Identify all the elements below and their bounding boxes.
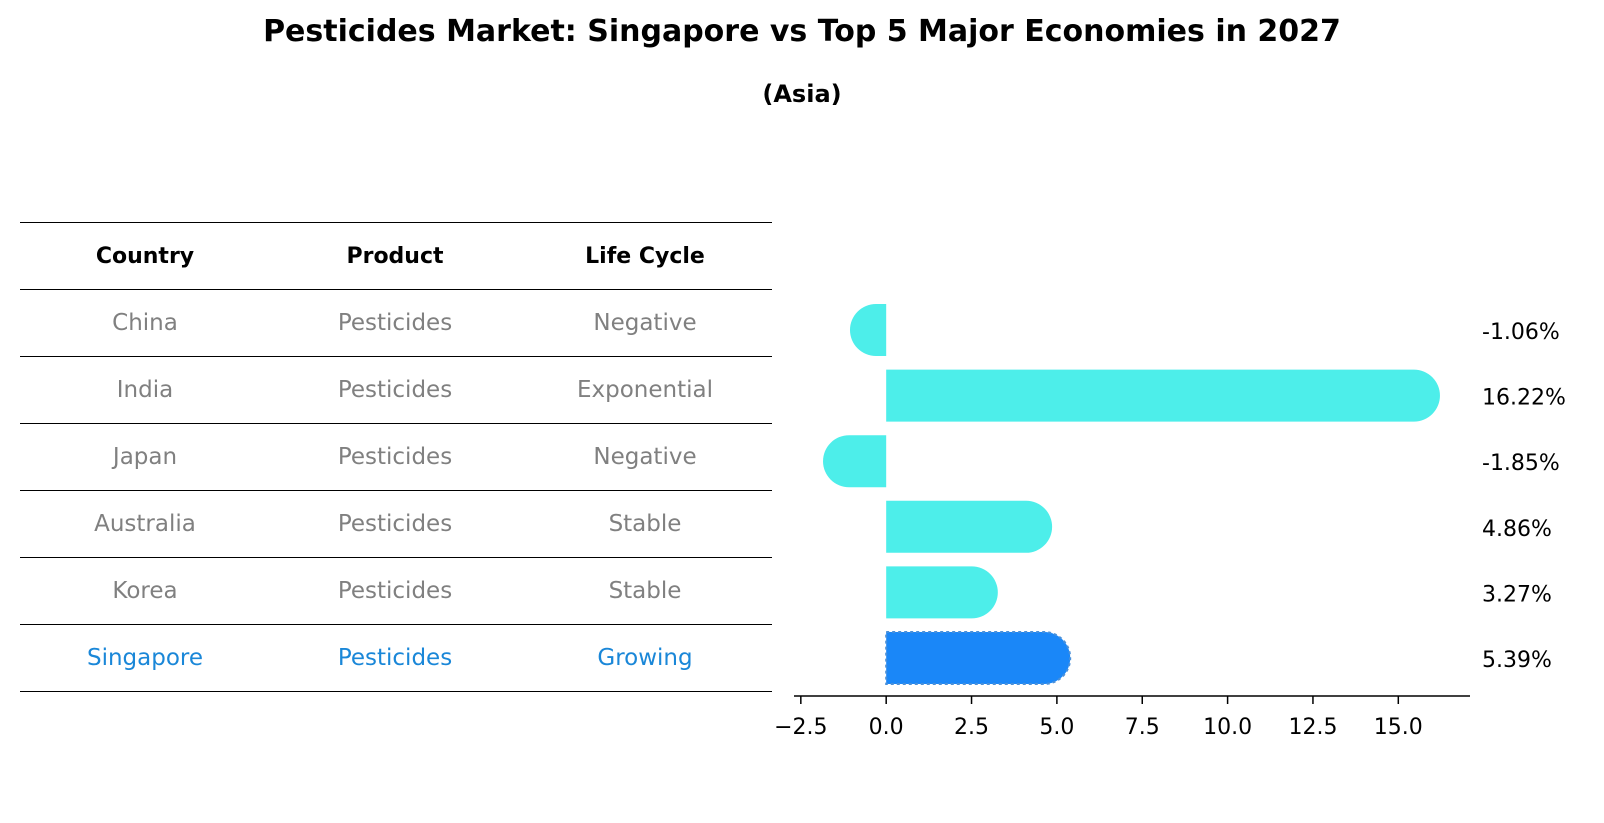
x-tick-label: −2.5	[774, 715, 827, 740]
chart-subtitle: (Asia)	[762, 80, 842, 108]
bar-korea	[886, 566, 998, 619]
country-cell: Singapore	[86, 645, 204, 671]
life-cycle-cell: Stable	[608, 511, 682, 537]
product-cell: Pesticides	[337, 310, 453, 336]
country-cell: Japan	[112, 444, 178, 470]
bar-australia	[886, 500, 1053, 553]
bar-china	[849, 304, 887, 356]
life-cycle-cell: Negative	[593, 444, 697, 470]
country-cell: Korea	[112, 578, 178, 604]
bar-japan	[823, 435, 887, 488]
table-row: Korea Pesticides Stable	[20, 557, 772, 624]
life-cycle-cell: Growing	[597, 645, 693, 671]
table-row: India Pesticides Exponential	[20, 356, 772, 423]
life-cycle-cell: Exponential	[576, 377, 713, 403]
value-label: -1.06%	[1482, 320, 1560, 345]
value-label: 16.22%	[1482, 386, 1566, 411]
value-label: 3.27%	[1482, 582, 1552, 607]
value-label: 5.39%	[1482, 648, 1552, 673]
product-cell: Pesticides	[337, 645, 453, 671]
column-header-country: Country	[95, 243, 195, 269]
x-tick-label: 5.0	[1039, 715, 1074, 740]
country-cell: Australia	[94, 511, 196, 537]
product-cell: Pesticides	[337, 578, 453, 604]
country-cell: India	[116, 377, 174, 403]
x-tick-label: 15.0	[1374, 715, 1423, 740]
table-row-highlighted: Singapore Pesticides Growing	[20, 624, 772, 692]
table-row: Australia Pesticides Stable	[20, 490, 772, 557]
table-row: China Pesticides Negative	[20, 289, 772, 356]
product-cell: Pesticides	[337, 511, 453, 537]
x-tick-label: 7.5	[1125, 715, 1160, 740]
x-tick-label: 2.5	[954, 715, 989, 740]
product-cell: Pesticides	[337, 377, 453, 403]
table-row: Japan Pesticides Negative	[20, 423, 772, 490]
value-label: 4.86%	[1482, 517, 1552, 542]
life-cycle-cell: Negative	[593, 310, 697, 336]
x-tick-label: 12.5	[1288, 715, 1337, 740]
chart-title: Pesticides Market: Singapore vs Top 5 Ma…	[263, 14, 1341, 49]
bar-singapore-highlighted	[885, 631, 1072, 685]
bar-india	[886, 369, 1440, 422]
value-label: -1.85%	[1482, 451, 1560, 476]
comparison-table: Country Product Life Cycle China Pestici…	[20, 222, 772, 692]
column-header-product: Product	[346, 243, 444, 269]
product-cell: Pesticides	[337, 444, 453, 470]
table-header-row: Country Product Life Cycle	[20, 222, 772, 289]
x-tick-label: 0.0	[869, 715, 904, 740]
country-cell: China	[112, 310, 178, 336]
x-tick-label: 10.0	[1203, 715, 1252, 740]
column-header-life-cycle: Life Cycle	[585, 243, 705, 269]
life-cycle-cell: Stable	[608, 578, 682, 604]
